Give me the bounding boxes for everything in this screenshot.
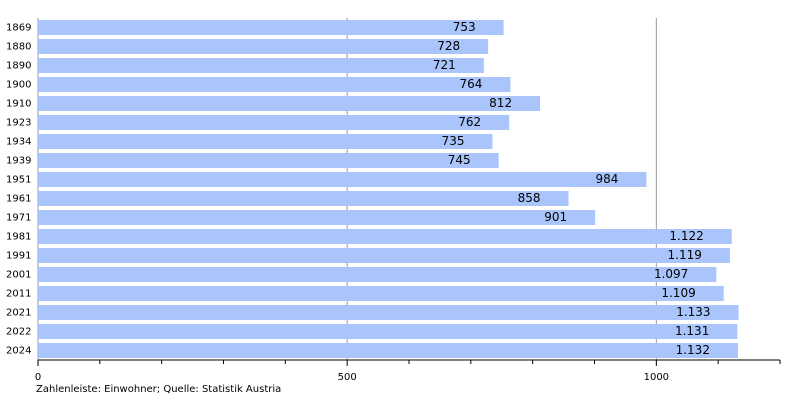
y-tick-label: 1981	[6, 232, 31, 243]
y-tick-label: 1900	[6, 80, 31, 91]
y-tick-label: 1961	[6, 194, 31, 205]
y-tick-label: 1934	[6, 137, 31, 148]
x-tick-label: 0	[35, 372, 41, 383]
bar	[38, 96, 541, 111]
value-label: 984	[596, 172, 619, 186]
bar	[38, 286, 724, 301]
value-label: 735	[442, 134, 465, 148]
y-tick-label: 2011	[6, 289, 31, 300]
value-label: 901	[544, 210, 567, 224]
bar	[38, 305, 739, 320]
y-tick-label: 1923	[6, 118, 31, 129]
y-tick-label: 1971	[6, 213, 31, 224]
value-label: 1.109	[661, 286, 695, 300]
value-label: 1.131	[675, 324, 709, 338]
value-label: 1.132	[676, 343, 710, 357]
bar	[38, 115, 510, 130]
bar	[38, 172, 647, 187]
value-label: 858	[518, 191, 541, 205]
bar	[38, 343, 738, 358]
bar	[38, 267, 717, 282]
bar	[38, 153, 499, 168]
y-tick-label: 2021	[6, 308, 31, 319]
y-tick-label: 2022	[6, 327, 31, 338]
x-tick-label: 1000	[644, 372, 669, 383]
bar	[38, 20, 504, 35]
bar	[38, 229, 732, 244]
x-tick-label: 500	[338, 372, 357, 383]
source-note: Zahlenleiste: Einwohner; Quelle: Statist…	[36, 384, 281, 395]
bar	[38, 324, 738, 339]
bar	[38, 77, 511, 92]
y-tick-label: 1991	[6, 251, 31, 262]
y-tick-label: 1951	[6, 175, 31, 186]
bar	[38, 210, 596, 225]
y-tick-label: 1880	[6, 42, 31, 53]
value-label: 721	[433, 58, 456, 72]
value-label: 1.097	[654, 267, 688, 281]
bar	[38, 39, 489, 54]
value-label: 745	[448, 153, 471, 167]
y-tick-label: 1910	[6, 99, 31, 110]
value-label: 1.133	[676, 305, 710, 319]
value-label: 812	[489, 96, 512, 110]
bar	[38, 248, 730, 263]
y-tick-label: 1939	[6, 156, 31, 167]
y-tick-label: 1890	[6, 61, 31, 72]
bar	[38, 134, 493, 149]
value-label: 1.119	[668, 248, 702, 262]
value-label: 764	[460, 77, 483, 91]
bar	[38, 58, 484, 73]
y-tick-label: 2001	[6, 270, 31, 281]
value-label: 762	[458, 115, 481, 129]
value-label: 1.122	[669, 229, 703, 243]
y-tick-label: 2024	[6, 346, 31, 357]
y-tick-label: 1869	[6, 23, 31, 34]
value-label: 753	[453, 20, 476, 34]
bar	[38, 191, 569, 206]
value-label: 728	[437, 39, 460, 53]
